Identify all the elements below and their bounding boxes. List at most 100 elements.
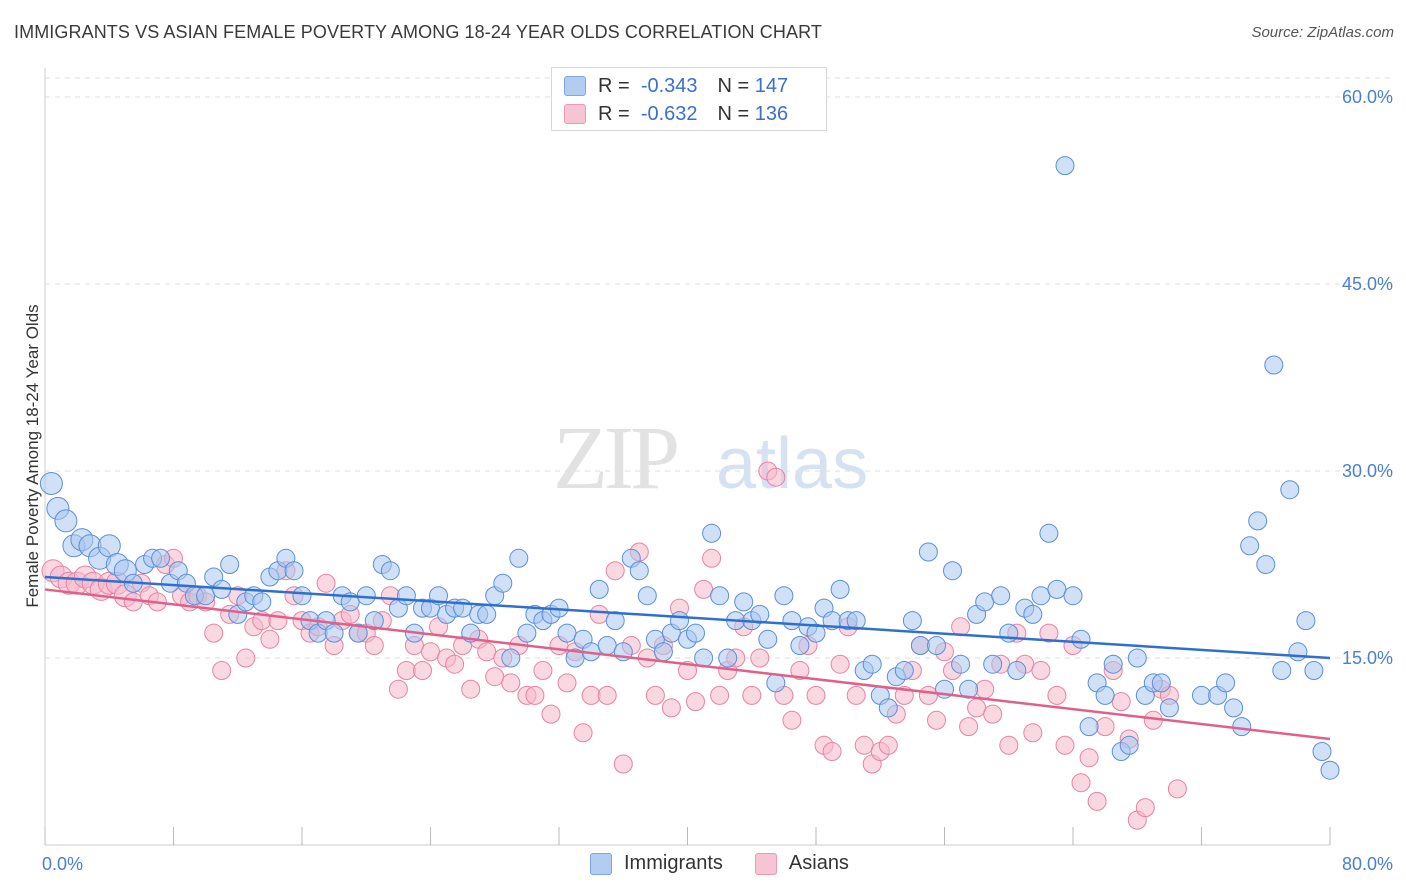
asians-point <box>967 698 987 718</box>
legend-n-value: 147 <box>754 74 789 97</box>
asians-point <box>1047 685 1067 705</box>
immigrants-point <box>902 611 922 631</box>
immigrants-point <box>196 586 216 606</box>
bottom-legend-asians: Asians <box>754 852 849 875</box>
asians-point <box>204 623 224 643</box>
immigrants-point <box>380 561 400 581</box>
immigrants-point <box>927 636 946 655</box>
asians-point <box>766 467 786 487</box>
legend-r-value: -0.343 <box>640 74 698 97</box>
immigrants-point <box>943 561 962 581</box>
asians-point <box>533 661 553 680</box>
immigrants-point <box>983 654 1003 674</box>
immigrants-point <box>637 586 657 606</box>
asians-point <box>501 673 521 693</box>
asians-point <box>388 679 408 699</box>
immigrants-point <box>1071 629 1091 649</box>
trend-lines <box>44 575 1331 741</box>
asians-point <box>605 561 625 581</box>
asians-point <box>846 685 866 705</box>
asians-point <box>597 685 617 705</box>
immigrants-point <box>54 509 78 533</box>
immigrants-point <box>1232 717 1252 737</box>
immigrants-point <box>653 642 673 662</box>
immigrants-point <box>396 586 416 606</box>
asians-point <box>1031 661 1051 680</box>
asians-point <box>1087 791 1107 811</box>
asians-point <box>236 648 256 668</box>
immigrants-point <box>782 611 802 631</box>
asians-point <box>260 629 280 649</box>
asians-point <box>212 661 232 680</box>
asians-point <box>1079 748 1099 768</box>
immigrants-point <box>1007 661 1027 680</box>
axes <box>44 68 1331 846</box>
asians-point <box>1071 773 1091 793</box>
source-label: Source: ZipAtlas.com <box>1251 24 1394 41</box>
immigrants-point <box>951 654 971 674</box>
asians-point <box>694 579 714 599</box>
legend-row-immigrants: R = -0.343 N = 147 <box>564 74 788 98</box>
asians-point <box>1055 735 1075 755</box>
asians-point <box>525 685 545 705</box>
immigrants-point <box>1304 661 1324 680</box>
asians-point <box>485 667 505 687</box>
immigrants-point <box>1055 156 1075 176</box>
immigrants-point <box>878 698 898 718</box>
immigrants-point <box>1264 355 1284 375</box>
asians-point <box>822 742 842 761</box>
immigrants-point <box>1095 685 1115 705</box>
immigrants-point <box>774 586 794 606</box>
asians-point <box>1111 692 1131 712</box>
immigrants-point <box>1151 673 1171 693</box>
immigrants-point <box>910 636 930 655</box>
asians-point <box>541 704 561 724</box>
legend-r-label: R = <box>598 74 630 97</box>
asians-point <box>1023 723 1043 743</box>
asians-point <box>445 654 465 674</box>
asians-point <box>1135 798 1155 818</box>
asians-point <box>790 661 810 680</box>
asians-point <box>413 661 432 680</box>
asians-point <box>1095 717 1115 737</box>
immigrants-point <box>1079 717 1099 737</box>
asians-point <box>750 648 770 668</box>
asians-trend-line <box>44 588 1331 741</box>
watermark-zip: ZIP <box>553 409 677 508</box>
immigrants-point <box>1127 648 1147 668</box>
bottom-legend-label-asians: Asians <box>788 852 849 874</box>
immigrants-point <box>429 586 448 606</box>
immigrants-point <box>710 586 730 606</box>
immigrants-point <box>894 661 914 680</box>
asians-point <box>806 685 826 705</box>
immigrants-point <box>252 592 272 612</box>
immigrants-point <box>758 629 778 649</box>
immigrants-point <box>1047 579 1067 599</box>
immigrants-point <box>750 604 770 624</box>
immigrants-point <box>1103 654 1123 674</box>
immigrants-point <box>686 623 705 643</box>
immigrants-point <box>1063 586 1083 606</box>
immigrants-point <box>999 623 1019 643</box>
chart-title: IMMIGRANTS VS ASIAN FEMALE POVERTY AMONG… <box>14 22 822 42</box>
immigrants-point <box>1312 742 1332 761</box>
watermark-atlas: atlas <box>716 424 868 504</box>
immigrants-trend-line <box>44 575 1331 660</box>
y-tick-label: 30.0% <box>1342 461 1393 481</box>
asians-point <box>959 717 979 737</box>
asians-point <box>364 636 384 655</box>
asians-point <box>477 642 497 662</box>
immigrants-point <box>862 654 882 674</box>
immigrants-point <box>790 636 810 655</box>
y-axis-label: Female Poverty Among 18-24 Year Olds <box>23 304 42 607</box>
asians-point <box>918 685 938 705</box>
immigrants-point <box>284 561 304 581</box>
asians-point <box>661 698 681 718</box>
immigrants-point <box>918 542 938 562</box>
asians-point <box>421 642 440 662</box>
immigrants-point <box>589 579 609 599</box>
immigrants-point <box>1248 511 1268 531</box>
immigrants-point <box>1159 698 1179 718</box>
bottom-legend: Immigrants Asians <box>590 852 881 875</box>
